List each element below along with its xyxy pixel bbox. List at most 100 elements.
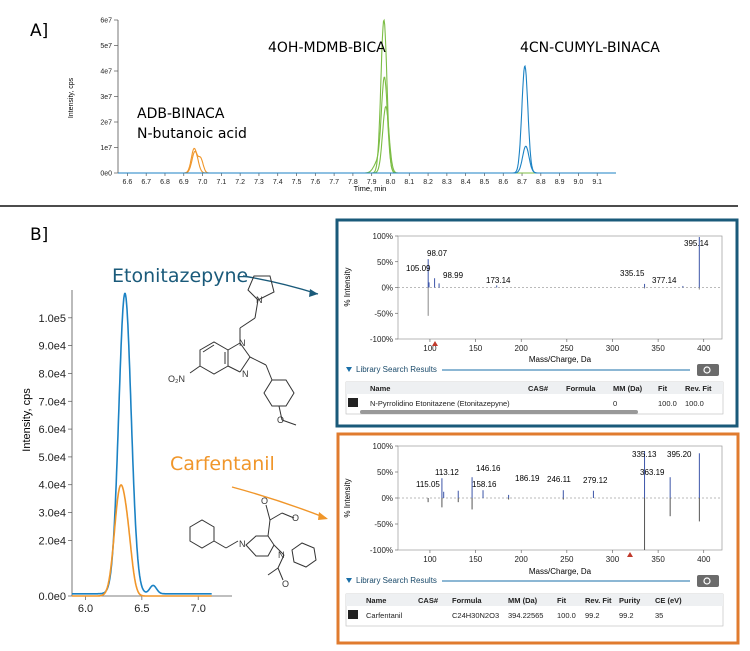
spectrum-1-ylabel: % Intensity <box>343 267 352 306</box>
panel-a-xtick: 8.5 <box>480 179 490 186</box>
s1-peak-395-14: 395.14 <box>684 239 709 248</box>
refresh-icon <box>703 366 711 374</box>
table-cell: 99.2 <box>619 611 634 620</box>
panel-b-ytick: 6.0e4 <box>38 424 66 436</box>
spectrum-1-search-button[interactable] <box>697 364 719 376</box>
panel-a-xlabel: Time, min <box>354 184 387 193</box>
table-header: Rev. Fit <box>585 596 612 605</box>
spectrum-1-scrollbar[interactable] <box>360 410 638 414</box>
panel-b-xtick: 6.5 <box>134 603 149 615</box>
etonitazepyne-trace <box>72 292 212 595</box>
panel-b-ytick: 8.0e4 <box>38 368 66 380</box>
table-header: Purity <box>619 596 641 605</box>
spectrum-1-results-table: Name CAS# Formula MM (Da) Fit Rev. Fit N-Pyrr… <box>345 381 724 415</box>
spectrum-ytick: 50% <box>377 468 393 477</box>
panel-a-xtick: 7.3 <box>254 179 264 186</box>
table-cell: 100.0 <box>658 399 677 408</box>
panel-b-xtick: 6.0 <box>78 603 93 615</box>
structure-no2: O₂N <box>168 374 185 384</box>
panel-a-xtick: 8.8 <box>536 179 546 186</box>
panel-b-ylabel: Intensity, cps <box>21 388 33 452</box>
panel-a-xtick: 9.1 <box>592 179 602 186</box>
4cn-cumyl-binaca-trace-2 <box>118 145 616 174</box>
panel-a-xtick: 7.4 <box>273 179 283 186</box>
adb-binaca-trace-2 <box>118 150 616 174</box>
table-cell: 100.0 <box>685 399 704 408</box>
s2-peak-186-19: 186.19 <box>515 474 540 483</box>
panel-b-ytick: 1.0e5 <box>38 313 66 325</box>
panel-a-ytick: 1e7 <box>100 145 112 152</box>
panel-b-ytick: 3.0e4 <box>38 508 66 520</box>
annotation-4cn-cumyl-binaca: 4CN-CUMYL-BINACA <box>520 40 660 56</box>
panel-a-xtick: 7.9 <box>367 179 377 186</box>
table-header: CE (eV) <box>655 596 682 605</box>
spectrum-xtick: 300 <box>606 555 620 564</box>
spectrum-xtick: 200 <box>515 555 529 564</box>
s2-peak-335-13: 335.13 <box>632 450 657 459</box>
spectrum-ytick: -50% <box>374 520 393 529</box>
s2-peak-395-20: 395.20 <box>667 450 692 459</box>
spectrum-2-xlabel: Mass/Charge, Da <box>529 567 592 576</box>
table-header: MM (Da) <box>508 596 538 605</box>
etonitazepyne-arrow <box>242 275 319 295</box>
spectrum-xtick: 200 <box>515 344 529 353</box>
table-header: Formula <box>452 596 482 605</box>
spectrum-xtick: 150 <box>469 344 483 353</box>
panel-a-ytick: 4e7 <box>100 69 112 76</box>
carf-n2: N <box>278 550 285 560</box>
etonitazepyne-label: Etonitazepyne <box>112 265 248 287</box>
panel-a-xtick: 6.7 <box>141 179 151 186</box>
panel-a-xtick: 6.8 <box>160 179 170 186</box>
table-cell: 99.2 <box>585 611 600 620</box>
structure-o1: O <box>277 415 284 425</box>
s1-peak-105-09: 105.09 <box>406 264 431 273</box>
panel-a-xtick: 7.0 <box>198 179 208 186</box>
spectrum-xtick: 250 <box>560 555 574 564</box>
panel-a-ytick: 0e0 <box>100 171 112 178</box>
spectrum-2-results-header[interactable]: Library Search Results <box>346 575 719 587</box>
panel-a-xtick: 9.0 <box>574 179 584 186</box>
panel-a-xtick: 7.5 <box>292 179 302 186</box>
table-cell: 394.22565 <box>508 611 543 620</box>
table-cell: 100.0 <box>557 611 576 620</box>
panel-a-xtick: 7.2 <box>235 179 245 186</box>
refresh-icon <box>703 577 711 585</box>
s1-peak-98-07: 98.07 <box>427 249 448 258</box>
panel-a-ylabel: Intensity, cps <box>68 77 75 118</box>
panel-a-xtick: 8.7 <box>517 179 527 186</box>
s2-peak-146-16: 146.16 <box>476 464 501 473</box>
panel-a-ytick: 2e7 <box>100 120 112 127</box>
panel-b-ytick: 9.0e4 <box>38 341 66 353</box>
s1-peak-335-15: 335.15 <box>620 269 645 278</box>
carf-o2: O <box>292 513 299 523</box>
carfentanil-label: Carfentanil <box>170 453 275 475</box>
panel-a-xtick: 8.9 <box>555 179 565 186</box>
spectrum-ytick: -50% <box>374 309 393 318</box>
spectrum-xtick: 250 <box>560 344 574 353</box>
panel-a-xtick: 8.2 <box>423 179 433 186</box>
carfentanil-arrowhead <box>318 512 328 520</box>
carfentanil-arrow <box>231 486 327 519</box>
s2-peak-113-12: 113.12 <box>435 468 459 477</box>
table-header: Fit <box>658 384 668 393</box>
etonitazepyne-arrowhead <box>309 289 318 297</box>
spectrum-ytick: 0% <box>381 494 393 503</box>
s2-peak-115-05: 115.05 <box>416 480 440 489</box>
table-header: CAS# <box>418 596 439 605</box>
spectrum-xtick: 400 <box>697 555 711 564</box>
panel-b-chromatogram: 0.0e0 2.0e4 3.0e4 4.0e4 5.0e4 6.0e4 7.0e4 8.0e4… <box>21 290 232 615</box>
panel-a-xtick: 7.7 <box>329 179 339 186</box>
spectrum-2-search-button[interactable] <box>697 575 719 587</box>
panel-a-xtick: 8.0 <box>386 179 396 186</box>
carf-o1: O <box>261 496 268 506</box>
annotation-n-butanoic-acid: N-butanoic acid <box>137 126 247 142</box>
panel-a-ytick: 3e7 <box>100 94 112 101</box>
panel-a-label: A] <box>30 21 48 41</box>
etonitazepyne-structure <box>189 275 297 426</box>
panel-b-ytick: 2.0e4 <box>38 535 66 547</box>
panel-a-xtick: 8.3 <box>442 179 452 186</box>
spectrum-1-results-header[interactable]: Library Search Results <box>346 364 719 376</box>
s2-peak-158-16: 158.16 <box>472 480 497 489</box>
panel-a-xtick: 8.4 <box>461 179 471 186</box>
table-header: Name <box>370 384 390 393</box>
